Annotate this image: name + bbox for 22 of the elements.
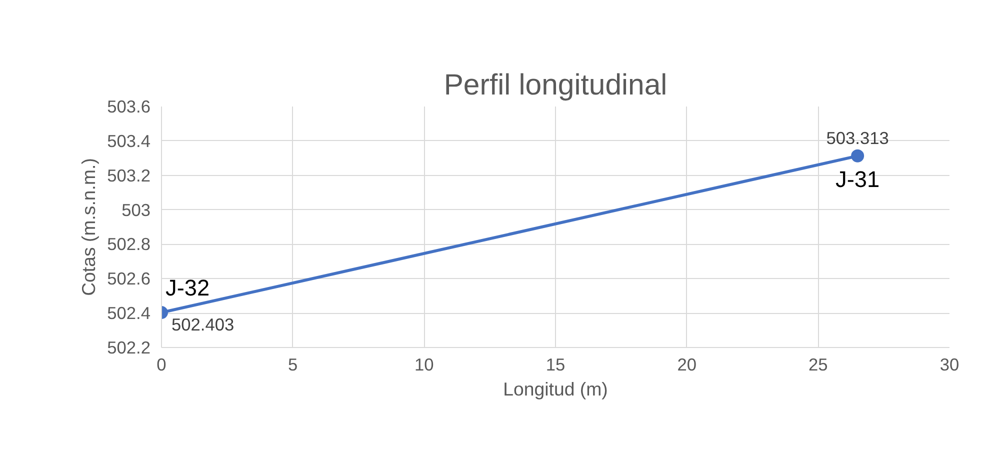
y-tick-label: 503.2 [107, 165, 151, 186]
x-tick-label: 30 [940, 354, 960, 374]
annotation: J-32 [166, 274, 210, 301]
x-tick-label: 5 [288, 354, 298, 374]
chart-title: Perfil longitudinal [444, 68, 668, 102]
y-tick-label: 502.4 [107, 303, 151, 324]
y-tick-label: 503 [122, 200, 151, 220]
y-tick-label: 503.4 [107, 130, 151, 151]
x-tick-label: 20 [677, 354, 696, 374]
y-tick-label: 502.2 [107, 338, 151, 358]
y-axis-title: Cotas (m.s.n.m.) [78, 158, 100, 296]
x-tick-label: 15 [546, 354, 566, 374]
x-tick-label: 10 [414, 354, 434, 374]
y-tick-label: 502.8 [107, 234, 151, 254]
x-tick-label: 25 [808, 354, 828, 374]
x-tick-label: 0 [156, 354, 166, 374]
annotation: J-31 [836, 166, 880, 192]
y-tick-label: 503.6 [107, 96, 151, 116]
data-label: 502.403 [172, 314, 234, 335]
x-axis-title: Longitud (m) [503, 378, 608, 400]
y-tick-label: 502.6 [107, 268, 151, 289]
data-label: 503.313 [826, 128, 889, 148]
